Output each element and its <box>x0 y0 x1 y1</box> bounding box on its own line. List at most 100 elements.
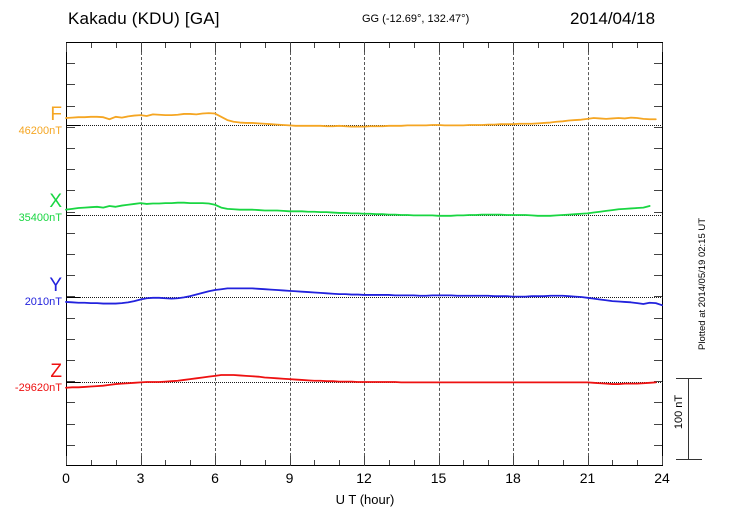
x-tick-top-20 <box>562 43 564 48</box>
y-tick-right-4 <box>654 126 662 128</box>
baseline-x <box>66 215 663 216</box>
grid-line-hour-12 <box>364 42 365 466</box>
x-tick-top-9 <box>289 43 291 52</box>
y-tick-left-6 <box>67 169 75 171</box>
channel-letter-x: X <box>49 191 62 212</box>
grid-line-hour-9 <box>289 42 291 466</box>
channel-label-f: F 46200nT <box>0 105 62 137</box>
x-tick-bottom-12 <box>364 456 365 465</box>
x-tick-bottom-9 <box>289 456 291 465</box>
trace-layer <box>65 112 663 389</box>
x-tick-bottom-11 <box>339 460 341 465</box>
baseline-stub-f <box>66 125 80 126</box>
x-tick-top-12 <box>364 43 365 52</box>
x-tick-top-11 <box>339 43 341 48</box>
y-tick-right-2 <box>654 84 662 86</box>
x-tick-top-10 <box>314 43 316 48</box>
x-tick-bottom-7 <box>239 460 241 465</box>
x-tick-top-18 <box>513 43 514 52</box>
x-tick-top-5 <box>190 43 192 48</box>
y-tick-right-6 <box>654 169 662 171</box>
y-tick-left-14 <box>67 338 75 340</box>
y-tick-left-11 <box>67 275 75 277</box>
channel-baseline-f: 46200nT <box>18 125 62 137</box>
scale-bar-top-cap <box>676 378 702 379</box>
x-tick-label-21: 21 <box>579 470 596 486</box>
y-tick-right-7 <box>654 190 662 192</box>
channel-baseline-x: 35400nT <box>18 212 62 224</box>
y-tick-left-18 <box>67 423 75 425</box>
y-tick-right-5 <box>654 148 662 149</box>
axis-right <box>662 42 663 466</box>
channel-letter-f: F <box>50 104 62 125</box>
y-tick-right-17 <box>654 402 662 404</box>
station-title: Kakadu (KDU) [GA] <box>68 9 220 28</box>
scale-bar: 100 nT <box>673 378 702 460</box>
x-axis-title: U T (hour) <box>335 492 395 507</box>
x-tick-bottom-21 <box>587 456 589 465</box>
x-tick-bottom-23 <box>637 460 639 465</box>
y-tick-right-18 <box>654 423 662 425</box>
x-tick-label-12: 12 <box>356 470 372 486</box>
baseline-y <box>66 297 663 298</box>
x-tick-top-15 <box>438 43 440 52</box>
y-tick-left-7 <box>67 190 75 192</box>
x-tick-top-1 <box>90 43 92 48</box>
x-tick-top-19 <box>537 43 539 48</box>
x-tick-label-9: 9 <box>285 470 294 486</box>
y-tick-right-1 <box>654 63 662 65</box>
x-tick-bottom-5 <box>190 460 192 465</box>
x-tick-bottom-24 <box>662 456 663 465</box>
y-tick-left-9 <box>67 232 75 234</box>
x-tick-label-18: 18 <box>505 470 521 486</box>
x-tick-top-17 <box>488 43 490 48</box>
x-tick-bottom-1 <box>90 460 92 465</box>
x-tick-label-24: 24 <box>654 470 670 486</box>
y-tick-right-12 <box>654 296 662 298</box>
x-tick-bottom-6 <box>215 456 216 465</box>
y-tick-left-3 <box>67 105 75 107</box>
y-tick-right-14 <box>654 338 662 340</box>
trace-x <box>65 201 651 217</box>
x-tick-top-2 <box>115 43 117 48</box>
y-tick-left-17 <box>67 402 75 404</box>
y-tick-left-8 <box>67 211 75 213</box>
y-tick-left-13 <box>67 317 75 319</box>
x-tick-top-23 <box>637 43 639 48</box>
y-tick-right-15 <box>654 360 662 361</box>
channel-letter-z: Z <box>50 361 62 382</box>
trace-f <box>65 112 657 128</box>
baseline-f <box>66 125 663 126</box>
baseline-stub-x <box>66 215 80 216</box>
baseline-stub-z <box>66 382 80 383</box>
y-tick-left-4 <box>67 126 75 128</box>
x-tick-top-7 <box>239 43 241 48</box>
x-tick-bottom-16 <box>463 460 465 465</box>
grid-line-hour-15 <box>438 42 440 466</box>
baseline-stub-y <box>66 297 80 298</box>
channel-letter-y: Y <box>49 275 62 296</box>
x-tick-top-16 <box>463 43 465 48</box>
grid-line-hour-21 <box>587 42 589 466</box>
grid-line-hour-6 <box>215 42 216 466</box>
y-tick-left-10 <box>67 254 75 255</box>
scale-bar-label: 100 nT <box>673 394 686 430</box>
y-tick-right-9 <box>654 232 662 234</box>
y-tick-left-16 <box>67 381 75 383</box>
x-tick-bottom-13 <box>388 460 390 465</box>
x-tick-label-3: 3 <box>136 470 145 486</box>
y-tick-right-11 <box>654 275 662 277</box>
x-tick-top-22 <box>612 43 614 48</box>
x-tick-top-3 <box>140 43 142 52</box>
y-tick-left-15 <box>67 360 75 361</box>
y-tick-right-16 <box>654 381 662 383</box>
y-tick-right-19 <box>654 444 662 446</box>
x-tick-bottom-0 <box>66 456 67 465</box>
x-tick-bottom-19 <box>537 460 539 465</box>
x-tick-top-21 <box>587 43 589 52</box>
x-tick-bottom-22 <box>612 460 614 465</box>
y-tick-right-3 <box>654 105 662 107</box>
x-tick-bottom-20 <box>562 460 564 465</box>
x-tick-bottom-18 <box>513 456 514 465</box>
